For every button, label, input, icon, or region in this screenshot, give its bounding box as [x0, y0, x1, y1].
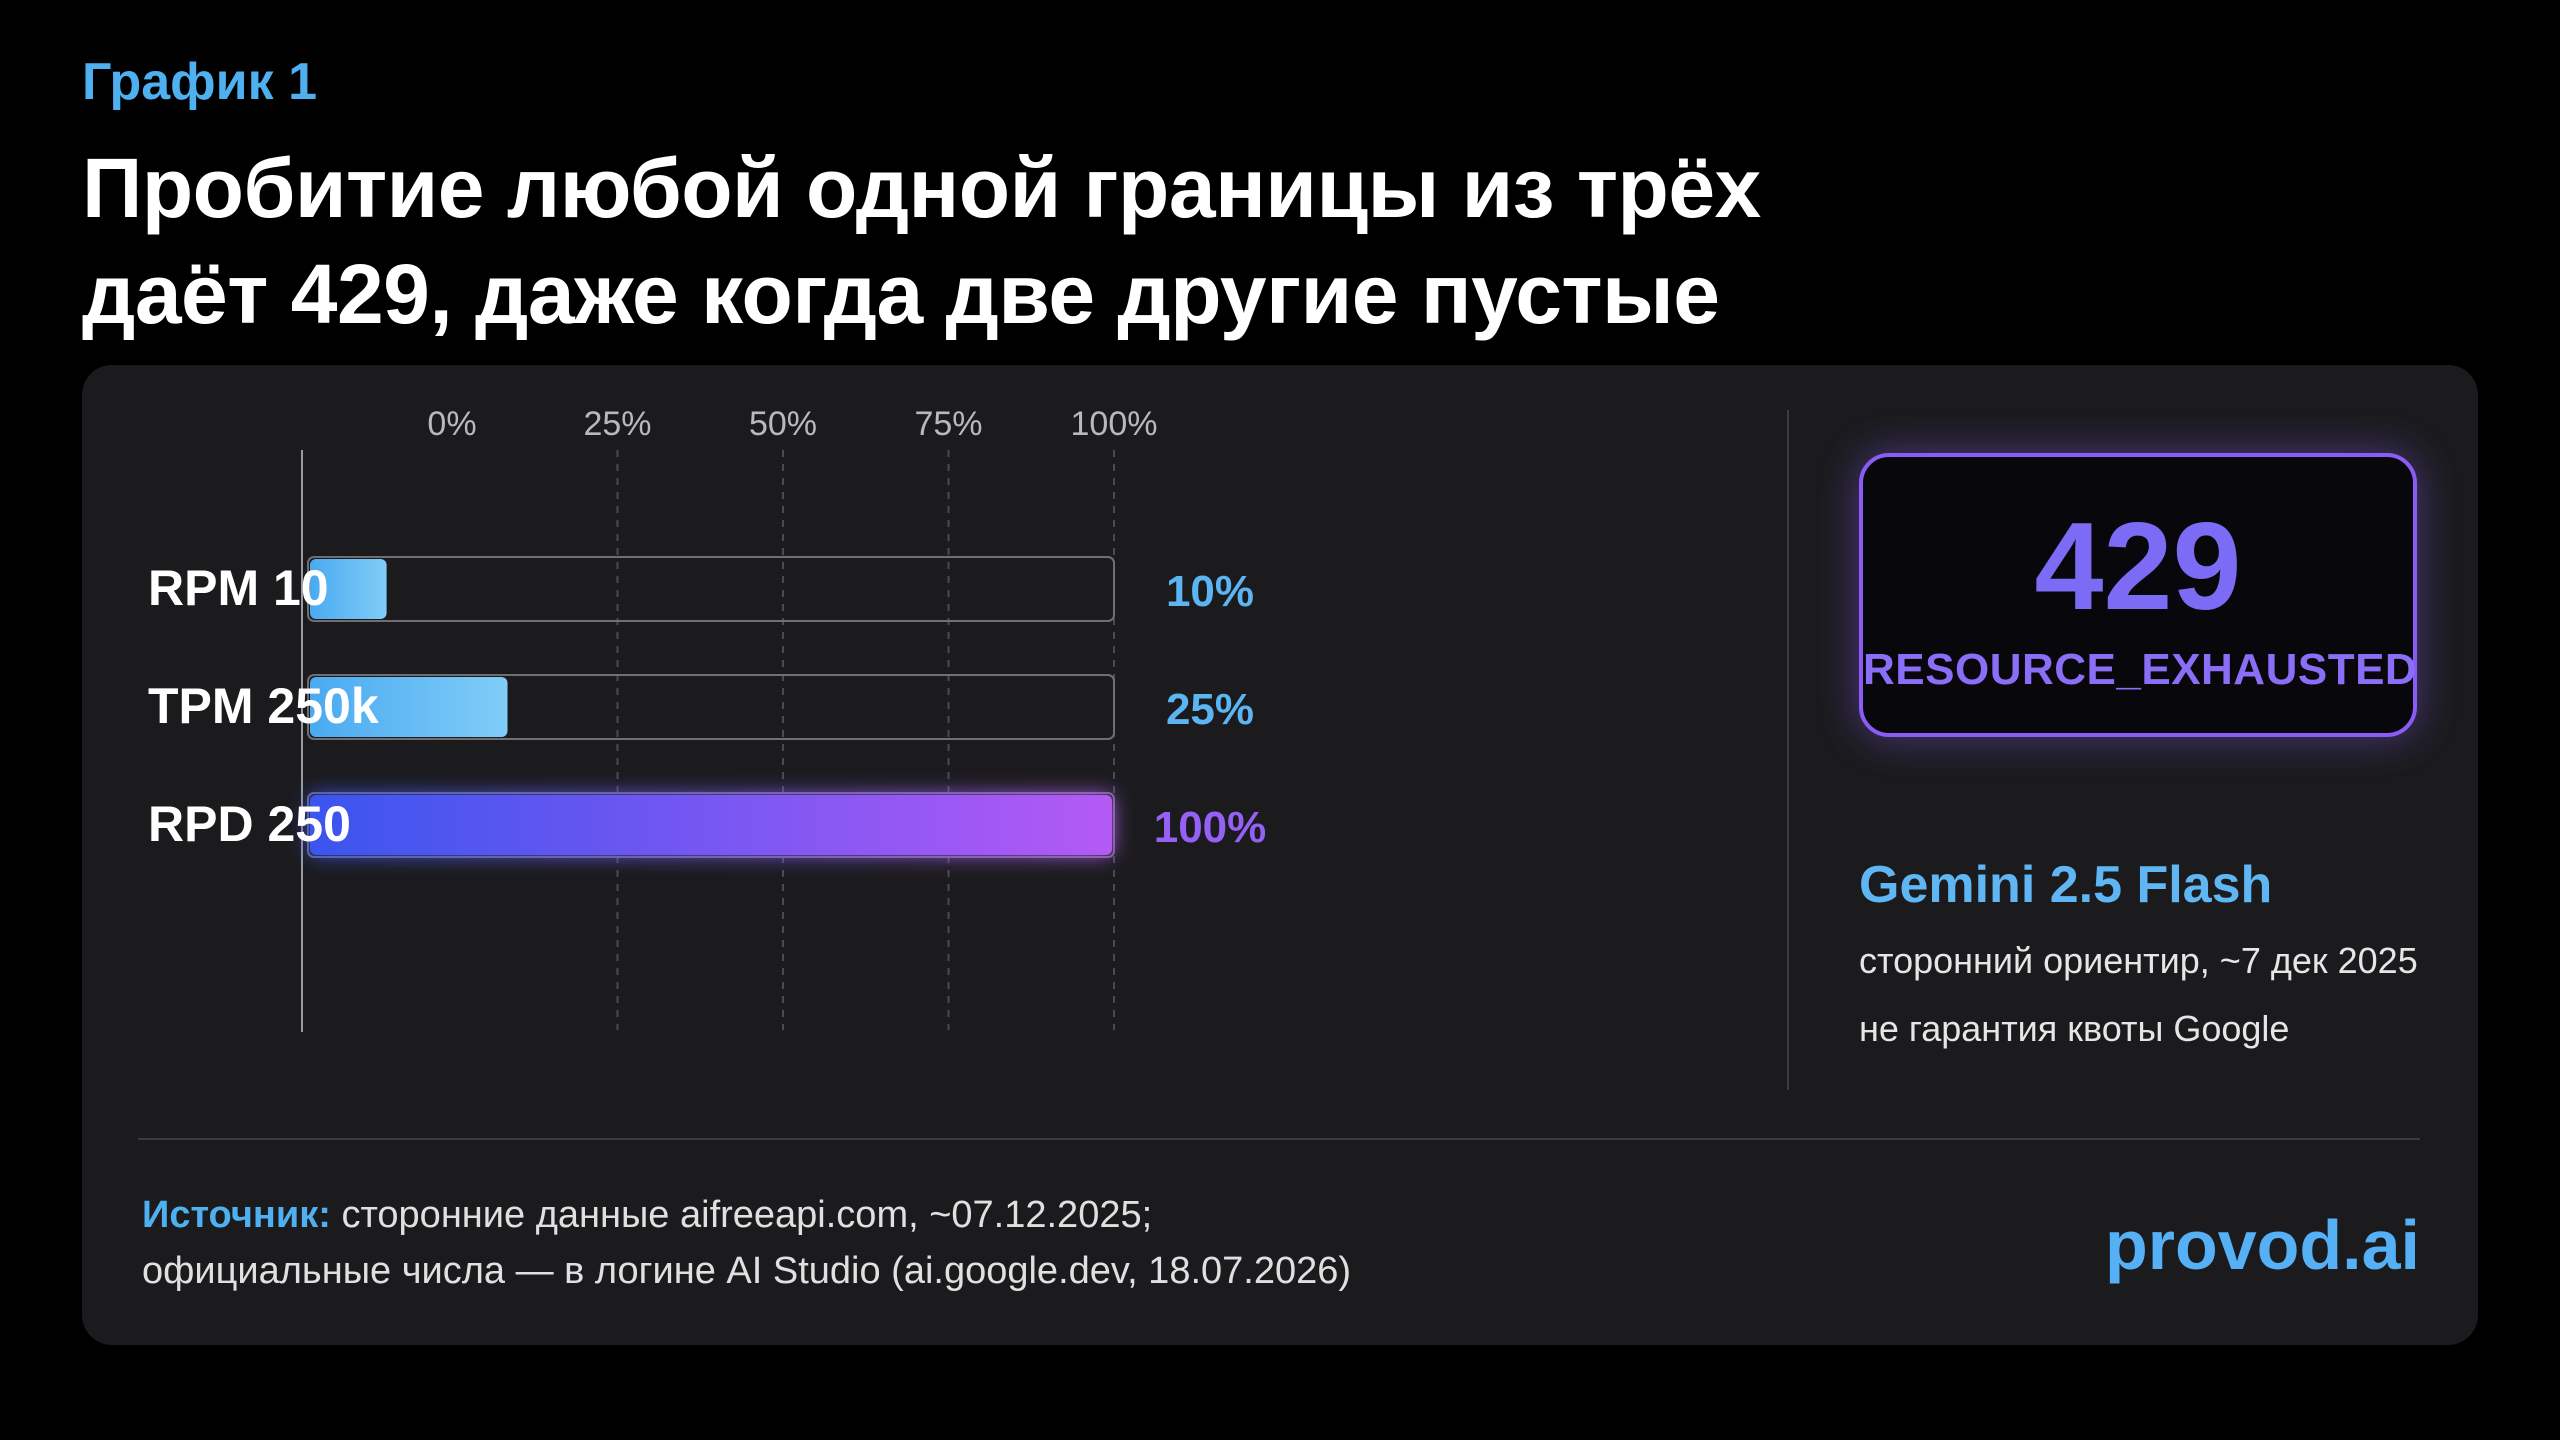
chart-panel: 0% 25% 50% 75% 100% RPM 10 10% TPM 250k 25% RPD 2… [82, 365, 2478, 1345]
x-tick-label: 75% [914, 405, 982, 443]
status-text: RESOURCE_EXHAUSTED [1863, 645, 2418, 694]
bar-chart: 0% 25% 50% 75% 100% RPM 10 10% TPM 250k 25% RPD 2… [148, 405, 1267, 1032]
x-tick-label: 25% [583, 405, 651, 443]
value-label: 10% [1166, 567, 1254, 616]
title-line-2: даёт 429, даже когда две другие пустые [82, 247, 1720, 341]
vertical-divider [1787, 410, 1789, 1090]
source-line-2: официальные числа — в логине AI Studio (… [142, 1250, 1352, 1292]
brand-logo: provod.ai [2104, 1206, 2420, 1284]
source-line-1: сторонние данные aifreeapi.com, ~07.12.2… [341, 1194, 1153, 1236]
x-tick-label: 0% [427, 405, 476, 443]
bar [310, 559, 387, 619]
bar [310, 795, 1112, 855]
x-tick-label: 50% [749, 405, 817, 443]
bar-track [307, 792, 1115, 858]
category-label: RPM 10 [148, 560, 329, 616]
category-label: RPD 250 [148, 796, 351, 852]
bar [310, 677, 508, 737]
bar-track [307, 556, 1115, 622]
category-label: TPM 250k [148, 678, 379, 734]
status-card: 429 RESOURCE_EXHAUSTED [1859, 453, 2417, 737]
title-line-1: Пробитие любой одной границы из трёх [82, 141, 1761, 235]
bar-track [307, 674, 1115, 740]
chart-kicker: График 1 [82, 53, 318, 111]
model-note-2: не гарантия квоты Google [1859, 1008, 2290, 1049]
page-title: Пробитие любой одной границы из трёх даё… [82, 135, 1982, 347]
source-label: Источник: [142, 1194, 331, 1236]
x-tick-label: 100% [1071, 405, 1158, 443]
model-name: Gemini 2.5 Flash [1859, 856, 2273, 914]
value-label: 100% [1154, 803, 1267, 852]
source-note: Источник: сторонние данные aifreeapi.com… [142, 1187, 1842, 1299]
horizontal-divider [138, 1138, 2420, 1140]
value-label: 25% [1166, 685, 1254, 734]
status-code: 429 [2034, 498, 2242, 636]
model-note-1: сторонний ориентир, ~7 дек 2025 [1859, 940, 2418, 981]
